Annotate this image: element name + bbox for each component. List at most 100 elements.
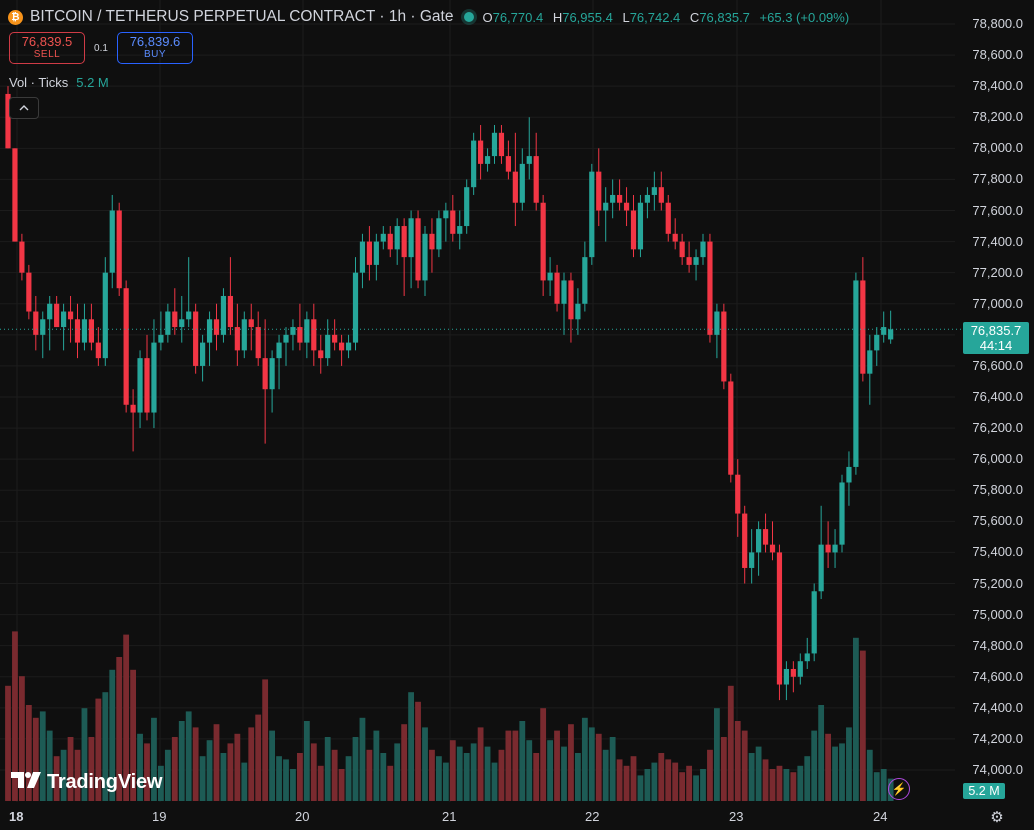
volume-bar bbox=[880, 769, 887, 801]
price-tick-label: 74,000.0 bbox=[972, 762, 1023, 777]
volume-bar bbox=[616, 759, 623, 801]
price-tick-label: 77,000.0 bbox=[972, 295, 1023, 311]
volume-bar bbox=[88, 737, 95, 801]
candle-body bbox=[200, 342, 206, 366]
candle-body bbox=[637, 202, 644, 250]
candle-body bbox=[491, 132, 498, 157]
volume-bar bbox=[380, 753, 387, 801]
candle-body bbox=[88, 319, 94, 343]
candle-body bbox=[102, 272, 108, 359]
volume-bar bbox=[727, 685, 734, 801]
candle-body bbox=[394, 226, 400, 250]
volume-bar bbox=[853, 637, 859, 801]
volume-bar bbox=[436, 756, 442, 801]
volume-bar bbox=[832, 746, 838, 801]
volume-bar bbox=[762, 759, 769, 801]
volume-bar bbox=[220, 753, 227, 801]
volume-bar bbox=[248, 727, 255, 801]
candle-body bbox=[12, 148, 18, 242]
volume-bar bbox=[470, 743, 477, 801]
volume-bar bbox=[297, 753, 303, 801]
volume-bar bbox=[324, 737, 331, 801]
price-tick-label: 77,400.0 bbox=[972, 233, 1023, 249]
volume-bar bbox=[81, 708, 88, 801]
candle-body bbox=[172, 311, 178, 328]
price-tick-label: 75,200.0 bbox=[972, 575, 1023, 591]
collapse-legend-button[interactable] bbox=[9, 97, 39, 119]
chevron-up-icon bbox=[19, 105, 29, 111]
volume-bar bbox=[568, 724, 574, 801]
volume-bar bbox=[164, 749, 171, 801]
candle-body bbox=[519, 163, 525, 203]
time-tick-label: 22 bbox=[585, 809, 600, 824]
candle-body bbox=[81, 319, 88, 343]
buy-price: 76,839.6 bbox=[129, 34, 181, 49]
candle-body bbox=[137, 358, 143, 413]
volume-bar bbox=[74, 749, 81, 801]
candle-body bbox=[61, 311, 67, 328]
candle-body bbox=[262, 358, 268, 390]
bitcoin-icon: ₿ bbox=[8, 9, 23, 25]
price-tick-label: 78,000.0 bbox=[972, 140, 1023, 156]
volume-bar bbox=[12, 631, 18, 801]
volume-bar bbox=[630, 756, 637, 801]
candle-body bbox=[658, 187, 664, 203]
volume-bar bbox=[581, 717, 588, 801]
price-tick-label: 75,400.0 bbox=[972, 544, 1023, 560]
candle-body bbox=[297, 327, 303, 343]
volume-bar bbox=[53, 756, 60, 801]
candle-body bbox=[429, 233, 435, 250]
price-tick-label: 78,400.0 bbox=[972, 78, 1023, 94]
candle-body bbox=[206, 319, 213, 343]
candle-body bbox=[630, 210, 637, 250]
candle-body bbox=[19, 241, 25, 273]
volume-bar bbox=[651, 762, 658, 801]
candle-body bbox=[366, 241, 372, 265]
price-tick-label: 75,000.0 bbox=[972, 606, 1023, 622]
candle-body bbox=[881, 327, 887, 335]
candle-body bbox=[874, 334, 880, 351]
candle-body bbox=[478, 140, 484, 164]
trade-panel: 76,839.5 SELL 0.1 76,839.6 BUY bbox=[9, 32, 193, 64]
volume-bar bbox=[317, 765, 324, 801]
buy-button[interactable]: 76,839.6 BUY bbox=[117, 32, 193, 64]
candle-body bbox=[339, 342, 345, 351]
candle-body bbox=[846, 466, 852, 483]
candle-body bbox=[311, 319, 317, 351]
volume-bar bbox=[797, 765, 804, 801]
candle-body bbox=[422, 233, 428, 281]
volume-bar bbox=[276, 756, 282, 801]
tradingview-logo[interactable]: TradingView bbox=[11, 770, 162, 794]
volume-bar bbox=[123, 634, 130, 801]
volume-bar bbox=[804, 756, 811, 801]
lightning-icon[interactable]: ⚡ bbox=[888, 778, 910, 800]
candle-body bbox=[561, 280, 567, 304]
candle-body bbox=[74, 319, 81, 343]
symbol-title[interactable]: BITCOIN / TETHERUS PERPETUAL CONTRACT · … bbox=[30, 8, 454, 25]
tradingview-logo-text: TradingView bbox=[47, 770, 163, 793]
time-tick-label: 23 bbox=[729, 809, 744, 824]
volume-bar bbox=[491, 762, 498, 801]
price-tick-label: 74,800.0 bbox=[972, 637, 1023, 653]
volume-bar bbox=[720, 737, 727, 801]
candle-body bbox=[158, 334, 164, 343]
volume-bar bbox=[449, 740, 456, 801]
market-open-icon bbox=[464, 12, 475, 22]
candle-body bbox=[756, 529, 762, 553]
candle-body bbox=[165, 311, 171, 335]
candle-body bbox=[749, 552, 755, 568]
volume-bar bbox=[755, 746, 762, 801]
volume-price-label: 5.2 M bbox=[963, 783, 1005, 799]
candle-body bbox=[484, 156, 491, 164]
volume-bar bbox=[658, 753, 665, 801]
candle-body bbox=[547, 272, 553, 281]
volume-bar bbox=[345, 756, 352, 801]
sell-button[interactable]: 76,839.5 SELL bbox=[9, 32, 85, 64]
volume-bar bbox=[859, 650, 866, 801]
volume-legend[interactable]: Vol · Ticks 5.2 M bbox=[9, 75, 109, 90]
volume-bar bbox=[519, 721, 526, 801]
settings-gear-icon[interactable]: ⚙ bbox=[990, 809, 1004, 826]
candle-body bbox=[213, 319, 220, 335]
candle-body bbox=[790, 668, 796, 677]
